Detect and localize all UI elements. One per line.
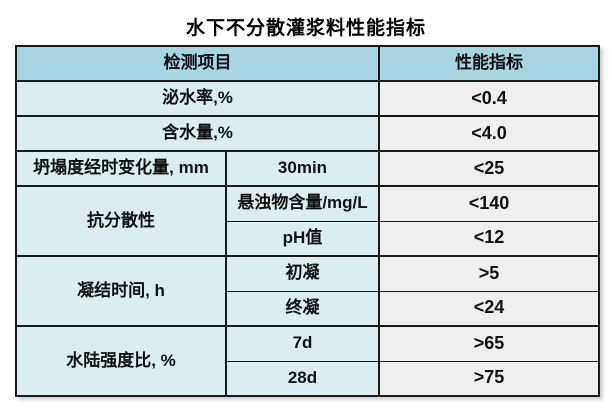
cell-value: <4.0: [379, 116, 600, 152]
column-header-test-item: 检测项目: [16, 46, 380, 82]
cell-sub-item: 30min: [226, 151, 380, 187]
cell-sub-item: pH值: [226, 221, 380, 257]
column-header-performance-index: 性能指标: [379, 46, 600, 82]
table-row-slump-change: 坍塌度经时变化量, mm 30min <25: [16, 151, 600, 187]
cell-value: >5: [379, 256, 600, 292]
cell-sub-item: 悬浊物含量/mg/L: [226, 186, 380, 222]
table-row-strength-ratio-7d: 水陆强度比, % 7d >65: [16, 326, 600, 397]
table-row-anti-dispersion-suspended: 抗分散性 悬浊物含量/mg/L <140: [16, 186, 600, 257]
cell-sub-item: 终凝: [226, 291, 380, 327]
cell-sub-item: 28d: [226, 361, 380, 397]
table-row-anti-dispersion-ph: pH值 <12: [16, 221, 600, 257]
table-row-setting-time-initial: 凝结时间, h 初凝 >5: [16, 256, 600, 327]
header-row: 检测项目 性能指标: [16, 46, 600, 82]
cell-value: <12: [379, 221, 600, 257]
table-row-strength-ratio-28d: 28d >75: [16, 361, 600, 397]
cell-item: 水陆强度比, %: [16, 326, 227, 397]
cell-item: 凝结时间, h: [16, 256, 227, 327]
cell-item: 含水量,%: [16, 116, 380, 152]
cell-sub-item: 初凝: [226, 256, 380, 292]
cell-item: 坍塌度经时变化量, mm: [16, 151, 227, 187]
cell-value: <0.4: [379, 81, 600, 117]
cell-value: <25: [379, 151, 600, 187]
cell-value: <140: [379, 186, 600, 222]
cell-sub-item: 7d: [226, 326, 380, 362]
cell-value: >65: [379, 326, 600, 362]
cell-value: >75: [379, 361, 600, 397]
cell-item: 抗分散性: [16, 186, 227, 257]
table-row-bleeding-rate: 泌水率,% <0.4: [16, 81, 600, 117]
cell-item: 泌水率,%: [16, 81, 380, 117]
page-title: 水下不分散灌浆料性能指标: [185, 18, 426, 39]
cell-value: <24: [379, 291, 600, 327]
table-row-setting-time-final: 终凝 <24: [16, 291, 600, 327]
performance-table: 检测项目 性能指标 泌水率,% <0.4 含水量,% <4.0 坍塌度经时变化量…: [15, 45, 600, 397]
table-row-water-content: 含水量,% <4.0: [16, 116, 600, 152]
